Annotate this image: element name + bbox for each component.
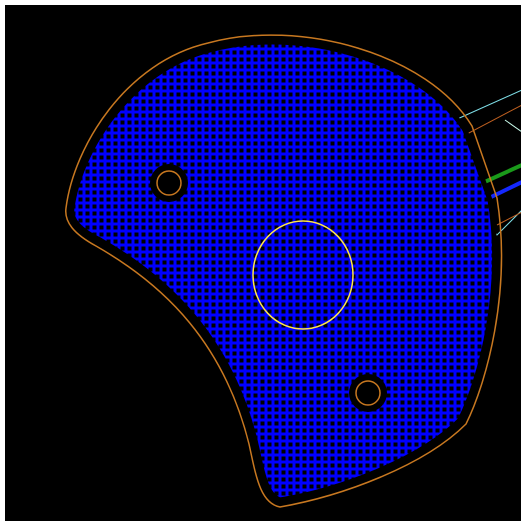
board-outline <box>65 34 503 508</box>
mounting-hole <box>150 164 188 202</box>
silkscreen-circle <box>252 220 354 330</box>
mounting-hole <box>349 374 387 412</box>
copper-pour <box>69 39 498 503</box>
